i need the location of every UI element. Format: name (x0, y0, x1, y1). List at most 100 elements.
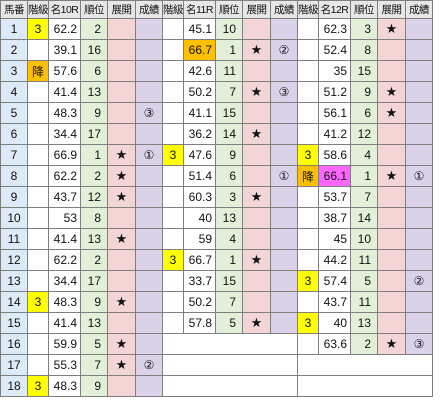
development-cell: ★ (107, 333, 136, 355)
result-cell (135, 291, 163, 313)
rating-cell: 41.4 (48, 228, 81, 250)
table-row: 6 34.4 17 36.2 14 ★ 41.2 12 (0, 123, 433, 145)
result-cell: ③ (135, 102, 163, 124)
rating-cell: 48.3 (48, 375, 81, 397)
result-cell (270, 18, 298, 40)
development-cell (377, 39, 406, 61)
header-row: 馬番 階級 名10R 順位 展開 成績 階級 名11R 順位 展開 成績 階級 … (0, 0, 433, 19)
result-cell (135, 312, 163, 334)
rating-cell: 41.4 (48, 81, 81, 103)
table-row: 8 62.2 2 ★ 51.4 6 ① 降 66.1 1 ★ ① (0, 165, 433, 187)
table-row: 1 3 62.2 2 45.1 10 62.3 3 ★ (0, 18, 433, 40)
result-cell: ③ (270, 81, 298, 103)
development-cell (377, 291, 406, 313)
class-change-cell (27, 312, 49, 334)
rank-cell: 8 (350, 39, 378, 61)
rank-cell: 15 (215, 102, 243, 124)
rating-cell: 62.2 (48, 249, 81, 271)
class-change-cell (27, 333, 49, 355)
development-cell (377, 312, 406, 334)
rating-cell: 40 (318, 312, 351, 334)
development-cell (242, 18, 271, 40)
table-row: 4 41.4 13 50.2 7 ★ ③ 51.2 9 ★ (0, 81, 433, 103)
rating-cell: 34.4 (48, 270, 81, 292)
horse-number-cell: 11 (0, 228, 28, 250)
class-change-cell (297, 228, 319, 250)
horse-number-cell: 5 (0, 102, 28, 124)
result-cell (405, 228, 433, 250)
class-change-cell (162, 60, 184, 82)
rank-cell: 13 (215, 207, 243, 229)
development-cell: ★ (242, 123, 271, 145)
development-cell: ★ (107, 291, 136, 313)
development-cell: ★ (107, 354, 136, 376)
class-change-cell (162, 228, 184, 250)
development-cell (107, 102, 136, 124)
development-cell: ★ (242, 81, 271, 103)
header-development: 展開 (242, 0, 271, 19)
rank-cell: 2 (80, 165, 108, 187)
result-cell: ③ (405, 333, 433, 355)
header-development: 展開 (377, 0, 406, 19)
rank-cell: 9 (350, 81, 378, 103)
development-cell (377, 270, 406, 292)
result-cell (405, 207, 433, 229)
table-row: 18 3 48.3 9 (0, 375, 433, 397)
table-row: 10 53 8 40 13 38.7 14 (0, 207, 433, 229)
class-change-cell (162, 18, 184, 40)
rating-cell: 35 (318, 60, 351, 82)
table-row: 3 降 57.6 6 42.6 11 35 15 (0, 60, 433, 82)
result-cell (270, 102, 298, 124)
class-change-cell (162, 207, 184, 229)
result-cell (405, 39, 433, 61)
class-change-cell (27, 270, 49, 292)
header-result: 成績 (135, 0, 163, 19)
rank-cell: 2 (350, 333, 378, 355)
rank-cell: 14 (350, 207, 378, 229)
rating-cell: 51.4 (183, 165, 216, 187)
class-change-cell (297, 207, 319, 229)
development-cell (242, 144, 271, 166)
rank-cell: 9 (80, 102, 108, 124)
table-row: 11 41.4 13 ★ 59 4 45 10 (0, 228, 433, 250)
development-cell: ★ (377, 81, 406, 103)
development-cell: ★ (242, 312, 271, 334)
result-cell (135, 39, 163, 61)
rating-cell: 40 (183, 207, 216, 229)
development-cell (107, 249, 136, 271)
development-cell: ★ (107, 144, 136, 166)
rank-cell: 1 (80, 144, 108, 166)
class-change-cell: 3 (27, 18, 49, 40)
class-change-cell (297, 60, 319, 82)
result-cell: ② (135, 354, 163, 376)
rank-cell: 7 (80, 354, 108, 376)
rating-cell: 41.2 (318, 123, 351, 145)
class-change-cell (297, 39, 319, 61)
rank-cell: 9 (80, 291, 108, 313)
development-cell (377, 228, 406, 250)
class-change-cell (27, 39, 49, 61)
result-cell (405, 312, 433, 334)
rating-cell: 60.3 (183, 186, 216, 208)
rating-cell: 45.1 (183, 18, 216, 40)
header-rating-11r: 名11R (183, 0, 216, 19)
horse-number-cell: 10 (0, 207, 28, 229)
rank-cell: 7 (350, 186, 378, 208)
rank-cell: 17 (80, 123, 108, 145)
result-cell (405, 81, 433, 103)
result-cell (405, 186, 433, 208)
result-cell: ② (270, 39, 298, 61)
development-cell (377, 144, 406, 166)
result-cell (270, 249, 298, 271)
development-cell: ★ (377, 165, 406, 187)
rank-cell: 7 (215, 291, 243, 313)
class-change-cell (297, 333, 319, 355)
result-cell (135, 186, 163, 208)
header-class-change: 階級 (297, 0, 319, 19)
header-rank: 順位 (80, 0, 108, 19)
table-row: 14 3 48.3 9 ★ 50.2 7 43.7 11 (0, 291, 433, 313)
rating-cell: 51.2 (318, 81, 351, 103)
class-change-cell (27, 207, 49, 229)
class-change-cell: 降 (297, 165, 319, 187)
rank-cell: 12 (350, 123, 378, 145)
